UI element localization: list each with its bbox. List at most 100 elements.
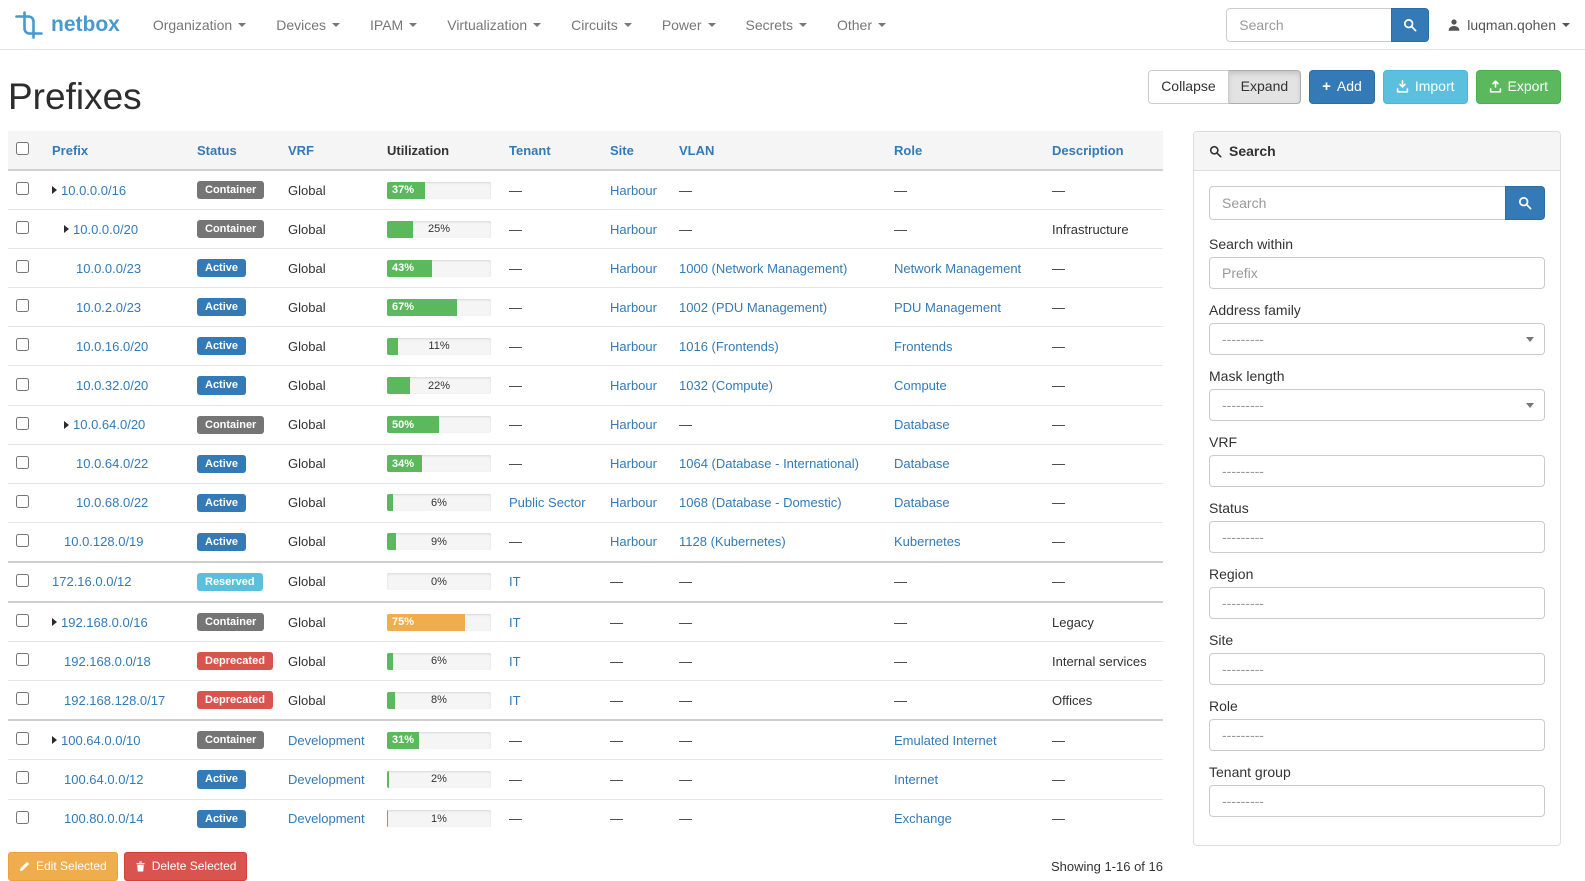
user-menu[interactable]: luqman.qohen: [1447, 17, 1570, 33]
row-checkbox[interactable]: [16, 533, 29, 547]
row-checkbox[interactable]: [16, 455, 29, 469]
prefix-link[interactable]: 100.64.0.0/10: [61, 732, 141, 748]
vlan-link[interactable]: 1000 (Network Management): [679, 260, 848, 276]
vrf-select[interactable]: ---------: [1209, 455, 1545, 487]
tenant-link[interactable]: Public Sector: [509, 495, 586, 511]
brand-logo[interactable]: netbox: [15, 10, 120, 39]
col-tenant[interactable]: Tenant: [501, 131, 602, 171]
role-link[interactable]: Frontends: [894, 338, 953, 354]
prefix-link[interactable]: 10.0.68.0/22: [76, 495, 149, 511]
nav-item-devices[interactable]: Devices: [261, 0, 355, 50]
role-link[interactable]: Network Management: [894, 260, 1022, 276]
prefix-link[interactable]: 10.0.0.0/20: [73, 221, 139, 237]
tenant-link[interactable]: IT: [509, 692, 521, 708]
vlan-link[interactable]: 1002 (PDU Management): [679, 299, 828, 315]
row-checkbox[interactable]: [16, 299, 29, 313]
navbar-search-input[interactable]: [1226, 7, 1392, 42]
row-checkbox[interactable]: [16, 494, 29, 508]
site-link[interactable]: Harbour: [610, 417, 657, 433]
prefix-link[interactable]: 10.0.32.0/20: [76, 378, 149, 394]
col-description[interactable]: Description: [1044, 131, 1163, 171]
add-button[interactable]: + Add: [1309, 70, 1375, 104]
role-select[interactable]: ---------: [1209, 719, 1545, 751]
row-checkbox[interactable]: [16, 182, 29, 196]
prefix-link[interactable]: 10.0.64.0/22: [76, 456, 149, 472]
row-checkbox[interactable]: [16, 653, 29, 667]
row-checkbox[interactable]: [16, 810, 29, 824]
filter-search-button[interactable]: [1505, 186, 1545, 220]
prefix-link[interactable]: 100.64.0.0/12: [64, 771, 144, 787]
delete-selected-button[interactable]: Delete Selected: [123, 851, 248, 881]
site-link[interactable]: Harbour: [610, 182, 657, 198]
prefix-link[interactable]: 192.168.128.0/17: [64, 692, 166, 708]
edit-selected-button[interactable]: Edit Selected: [8, 851, 118, 881]
prefix-link[interactable]: 192.168.0.0/16: [61, 614, 148, 630]
col-site[interactable]: Site: [602, 131, 671, 171]
role-link[interactable]: Emulated Internet: [894, 732, 997, 748]
role-link[interactable]: Database: [894, 456, 950, 472]
mask-length-select[interactable]: ---------: [1209, 389, 1545, 421]
select-all-checkbox[interactable]: [16, 142, 29, 155]
row-checkbox[interactable]: [16, 573, 29, 587]
site-link[interactable]: Harbour: [610, 221, 657, 237]
role-link[interactable]: PDU Management: [894, 299, 1001, 315]
role-link[interactable]: Database: [894, 495, 950, 511]
nav-item-other[interactable]: Other: [822, 0, 901, 50]
vrf-link[interactable]: Development: [288, 732, 365, 748]
site-link[interactable]: Harbour: [610, 456, 657, 472]
prefix-link[interactable]: 172.16.0.0/12: [52, 574, 132, 590]
region-select[interactable]: ---------: [1209, 587, 1545, 619]
role-link[interactable]: Exchange: [894, 811, 952, 827]
address-family-select[interactable]: ---------: [1209, 323, 1545, 355]
nav-item-ipam[interactable]: IPAM: [355, 0, 432, 50]
prefix-link[interactable]: 192.168.0.0/18: [64, 653, 151, 669]
role-link[interactable]: Database: [894, 417, 950, 433]
vlan-link[interactable]: 1032 (Compute): [679, 378, 773, 394]
prefix-link[interactable]: 10.0.128.0/19: [64, 534, 144, 550]
navbar-search-button[interactable]: [1391, 7, 1430, 42]
export-button[interactable]: Export: [1475, 70, 1561, 104]
prefix-link[interactable]: 10.0.0.0/23: [76, 260, 142, 276]
collapse-button[interactable]: Collapse: [1148, 70, 1229, 104]
nav-item-circuits[interactable]: Circuits: [556, 0, 647, 50]
nav-item-power[interactable]: Power: [647, 0, 731, 50]
vrf-link[interactable]: Development: [288, 771, 365, 787]
role-link[interactable]: Kubernetes: [894, 534, 961, 550]
prefix-link[interactable]: 10.0.2.0/23: [76, 299, 142, 315]
row-checkbox[interactable]: [16, 221, 29, 235]
nav-item-virtualization[interactable]: Virtualization: [432, 0, 556, 50]
vlan-link[interactable]: 1128 (Kubernetes): [679, 534, 786, 550]
row-checkbox[interactable]: [16, 732, 29, 746]
col-prefix[interactable]: Prefix: [44, 131, 189, 171]
vlan-link[interactable]: 1016 (Frontends): [679, 338, 779, 354]
tenant-link[interactable]: IT: [509, 653, 521, 669]
site-link[interactable]: Harbour: [610, 299, 657, 315]
vrf-link[interactable]: Development: [288, 811, 365, 827]
col-vlan[interactable]: VLAN: [671, 131, 886, 171]
col-role[interactable]: Role: [886, 131, 1044, 171]
expand-button[interactable]: Expand: [1228, 70, 1302, 104]
row-checkbox[interactable]: [16, 692, 29, 706]
vlan-link[interactable]: 1068 (Database - Domestic): [679, 495, 842, 511]
prefix-link[interactable]: 10.0.0.0/16: [61, 182, 127, 198]
row-checkbox[interactable]: [16, 260, 29, 274]
vlan-link[interactable]: 1064 (Database - International): [679, 456, 859, 472]
tenant-group-select[interactable]: ---------: [1209, 785, 1545, 817]
col-status[interactable]: Status: [189, 131, 280, 171]
tenant-link[interactable]: IT: [509, 614, 521, 630]
col-vrf[interactable]: VRF: [280, 131, 379, 171]
search-within-input[interactable]: [1209, 257, 1545, 289]
nav-item-organization[interactable]: Organization: [138, 0, 261, 50]
import-button[interactable]: Import: [1382, 70, 1468, 104]
prefix-link[interactable]: 10.0.64.0/20: [73, 417, 146, 433]
row-checkbox[interactable]: [16, 377, 29, 391]
role-link[interactable]: Compute: [894, 378, 947, 394]
site-link[interactable]: Harbour: [610, 260, 657, 276]
row-checkbox[interactable]: [16, 614, 29, 628]
prefix-link[interactable]: 10.0.16.0/20: [76, 338, 149, 354]
site-link[interactable]: Harbour: [610, 534, 657, 550]
row-checkbox[interactable]: [16, 338, 29, 352]
role-link[interactable]: Internet: [894, 771, 939, 787]
row-checkbox[interactable]: [16, 771, 29, 785]
filter-search-input[interactable]: [1209, 186, 1505, 220]
